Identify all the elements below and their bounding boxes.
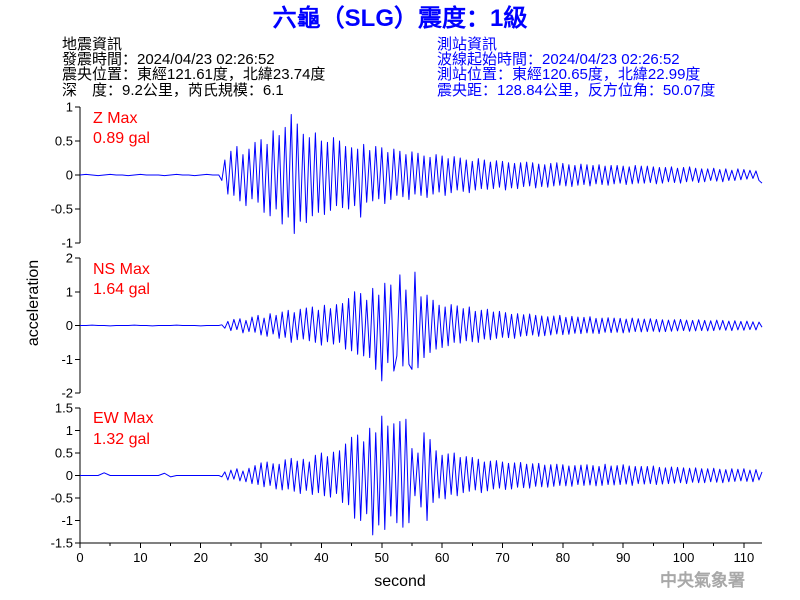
x-tick-label: 0 [76,550,83,565]
ns-max-label: NS Max [93,261,150,278]
z-y-tick-label: -1 [61,236,73,251]
y-axis-label: acceleration [25,260,42,346]
x-tick-label: 100 [673,550,695,565]
z-panel: 1 0.5 0 -0.5 -1 [51,100,763,251]
ns-y-tick-label: -1 [61,352,73,367]
ns-y-tick-label: 2 [66,251,73,266]
z-max-label: Z Max [93,110,137,127]
ew-y-tick-label: -0.5 [51,491,73,506]
z-y-tick-label: 1 [66,100,73,115]
station-location: 測站位置：東經120.65度，北緯22.99度 [437,66,700,83]
ew-y-tick-label: 0.5 [55,446,73,461]
station-info-heading: 測站資訊 [437,36,497,53]
x-axis: 0 10 20 30 40 50 60 70 80 90 100 110 [76,542,762,565]
depth-magnitude: 深 度：9.2公里，芮氏規模：6.1 [62,82,284,99]
earthquake-info-heading: 地震資訊 [62,36,122,53]
ew-waveform-trace [80,415,763,536]
x-tick-label: 10 [133,550,147,565]
x-tick-label: 70 [495,550,509,565]
epicentral-distance: 震央距：128.84公里，反方位角：50.07度 [437,82,715,99]
ew-peak-value: 1.32 gal [93,431,150,448]
z-peak-value: 0.89 gal [93,130,150,147]
ns-y-tick-label: 0 [66,318,73,333]
x-tick-label: 40 [314,550,328,565]
z-waveform-trace [79,113,763,234]
earthquake-info-block: 地震資訊 發震時間：2024/04/23 02:26:52 震央位置：東經121… [62,36,325,99]
x-tick-label: 60 [435,550,449,565]
x-tick-label: 110 [734,550,755,565]
ew-panel: 1.5 1 0.5 0 -0.5 -1 -1.5 [51,401,763,551]
ew-y-tick-label: 0 [66,468,73,483]
panel-labels: Z Max 0.89 gal NS Max 1.64 gal EW Max 1.… [93,110,153,448]
station-info-block: 測站資訊 波線起始時間：2024/04/23 02:26:52 測站位置：東經1… [437,36,715,99]
ew-y-tick-label: 1 [66,423,73,438]
ew-y-tick-label: 1.5 [55,401,73,416]
ns-waveform-trace [80,271,763,382]
ew-y-tick-label: -1 [61,513,73,528]
x-tick-label: 80 [556,550,570,565]
z-y-tick-label: -0.5 [51,202,73,217]
x-axis-label: second [374,573,426,590]
ns-panel: 2 1 0 -1 -2 [61,251,763,401]
x-tick-label: 50 [375,550,389,565]
ns-y-tick-label: 1 [66,284,73,299]
origin-time: 發震時間：2024/04/23 02:26:52 [62,51,275,68]
ns-y-tick-label: -2 [61,386,73,401]
agency-watermark: 中央氣象署 [660,570,745,591]
ns-peak-value: 1.64 gal [93,281,150,298]
waveform-start-time: 波線起始時間：2024/04/23 02:26:52 [437,51,680,68]
x-tick-label: 90 [616,550,630,565]
chart-title: 六龜（SLG）震度：1級 [273,4,528,32]
ew-y-tick-label: -1.5 [51,536,73,551]
x-tick-label: 30 [254,550,268,565]
ew-max-label: EW Max [93,410,153,427]
x-tick-label: 20 [193,550,207,565]
z-y-tick-label: 0 [66,168,73,183]
epicenter-location: 震央位置：東經121.61度，北緯23.74度 [62,66,325,83]
z-y-tick-label: 0.5 [55,134,73,149]
